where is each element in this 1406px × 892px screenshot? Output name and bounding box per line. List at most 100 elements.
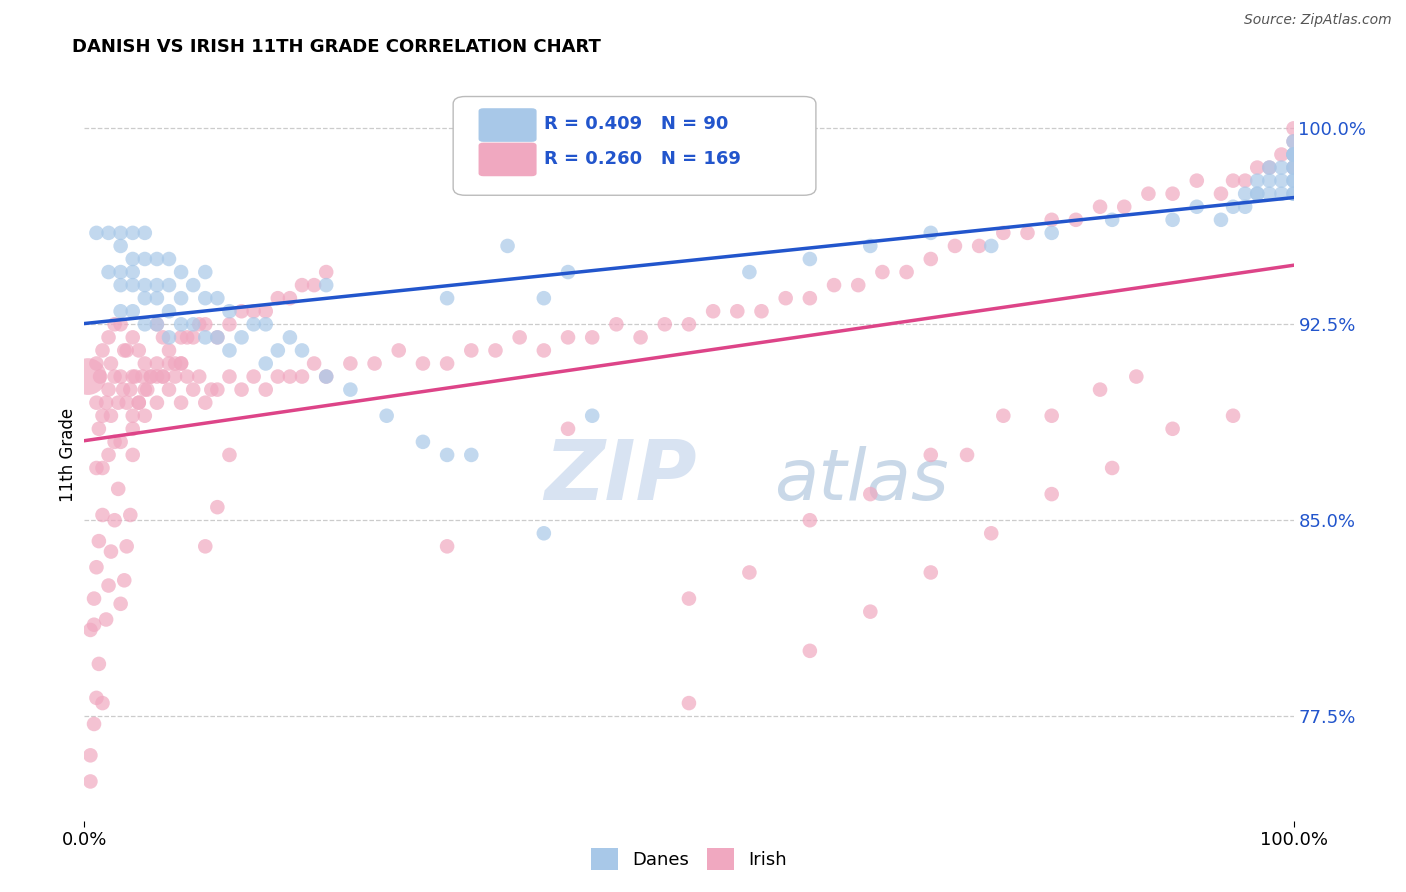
Point [302, 278, 325, 293]
Point [1282, 174, 1305, 188]
Point [218, 343, 240, 358]
Point [1088, 383, 1111, 397]
Point [1282, 135, 1305, 149]
Point [302, 357, 325, 371]
Point [859, 487, 882, 501]
Point [86, 461, 108, 475]
Point [1270, 186, 1292, 201]
Text: R = 0.260   N = 169: R = 0.260 N = 169 [544, 150, 741, 168]
Point [91, 696, 114, 710]
Point [104, 434, 127, 449]
Point [134, 383, 156, 397]
FancyBboxPatch shape [478, 108, 537, 142]
Point [207, 500, 229, 515]
Point [267, 343, 290, 358]
Point [823, 278, 845, 293]
Point [181, 383, 204, 397]
Point [218, 304, 240, 318]
Point [1222, 200, 1244, 214]
Point [993, 226, 1015, 240]
Point [207, 330, 229, 344]
Point [170, 330, 193, 344]
Point [188, 318, 211, 332]
Legend: Danes, Irish: Danes, Irish [583, 841, 794, 878]
Text: DANISH VS IRISH 11TH GRADE CORRELATION CHART: DANISH VS IRISH 11TH GRADE CORRELATION C… [72, 38, 602, 56]
Point [242, 304, 264, 318]
Point [1282, 135, 1305, 149]
Point [799, 252, 821, 266]
Point [194, 318, 217, 332]
Point [110, 265, 132, 279]
Point [1125, 369, 1147, 384]
Point [83, 591, 105, 606]
Point [956, 448, 979, 462]
Point [218, 318, 240, 332]
Point [170, 395, 193, 409]
Point [920, 566, 942, 580]
Point [86, 357, 108, 371]
Point [89, 369, 111, 384]
Point [557, 265, 579, 279]
Point [896, 265, 918, 279]
Point [1222, 174, 1244, 188]
Point [146, 318, 169, 332]
Point [1161, 212, 1184, 227]
Point [231, 383, 253, 397]
Point [115, 540, 138, 554]
Point [134, 252, 156, 266]
Point [1017, 226, 1039, 240]
Point [152, 369, 174, 384]
Point [1282, 147, 1305, 161]
Point [751, 304, 773, 318]
Point [1246, 186, 1268, 201]
Point [97, 578, 120, 592]
Point [115, 343, 138, 358]
Point [533, 291, 555, 305]
Point [315, 369, 337, 384]
Point [1258, 161, 1281, 175]
Point [121, 409, 143, 423]
Point [157, 330, 180, 344]
Point [231, 304, 253, 318]
Point [1137, 186, 1160, 201]
Point [77, 369, 100, 384]
Point [97, 383, 120, 397]
Point [110, 318, 132, 332]
Point [267, 369, 290, 384]
Point [278, 369, 301, 384]
Point [702, 304, 724, 318]
Point [412, 357, 434, 371]
Point [121, 304, 143, 318]
Point [104, 369, 127, 384]
Point [254, 383, 277, 397]
Point [1246, 174, 1268, 188]
Point [146, 357, 169, 371]
Point [278, 330, 301, 344]
Point [87, 534, 110, 549]
Point [581, 330, 603, 344]
Point [436, 540, 458, 554]
Point [87, 657, 110, 671]
Point [165, 357, 187, 371]
Point [131, 369, 153, 384]
Point [738, 265, 761, 279]
Point [1282, 186, 1305, 201]
Point [121, 422, 143, 436]
Point [1064, 212, 1087, 227]
Point [128, 343, 150, 358]
Point [157, 383, 180, 397]
Point [920, 226, 942, 240]
Point [980, 526, 1002, 541]
Point [94, 395, 117, 409]
Point [112, 343, 135, 358]
Point [291, 343, 314, 358]
Point [1270, 147, 1292, 161]
Point [97, 330, 120, 344]
Point [315, 369, 337, 384]
Point [943, 239, 966, 253]
Point [134, 226, 156, 240]
Text: ZIP: ZIP [544, 436, 696, 517]
Point [920, 448, 942, 462]
Point [254, 304, 277, 318]
Point [1270, 174, 1292, 188]
